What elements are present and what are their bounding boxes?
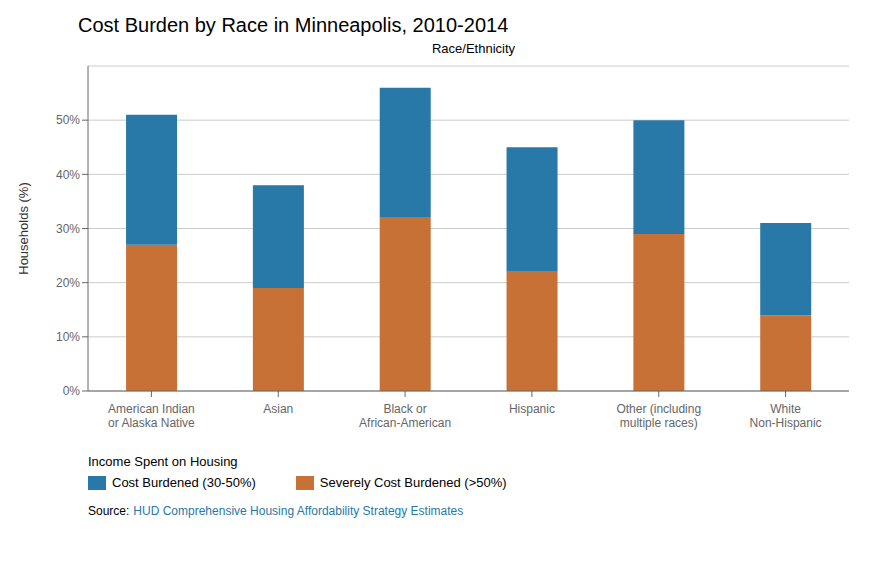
html-text:Severely Cost Burdened (>50%): Severely Cost Burdened (>50%): [319, 475, 507, 490]
svg-text:Hispanic: Hispanic: [509, 402, 555, 416]
html-text:Cost Burdened (30-50%): Cost Burdened (30-50%): [112, 475, 256, 490]
html-text:Source: HUD Comprehensive Hous: Source: HUD Comprehensive Housing Afford…: [88, 504, 464, 518]
svg-text:30%: 30%: [56, 222, 80, 236]
html-text:Cost Burden by Race in Minneap: Cost Burden by Race in Minneapolis, 2010…: [78, 14, 509, 36]
svg-text:0%: 0%: [63, 384, 81, 398]
svg-text:WhiteNon-Hispanic: WhiteNon-Hispanic: [750, 402, 822, 430]
svg-text:Asian: Asian: [263, 402, 293, 416]
html-text:Race/Ethnicity: Race/Ethnicity: [432, 41, 515, 56]
svg-text:Households (%): Households (%): [16, 182, 31, 275]
svg-text:American Indianor Alaska Nativ: American Indianor Alaska Native: [108, 402, 195, 430]
svg-text:Black orAfrican-American: Black orAfrican-American: [359, 402, 451, 430]
html-text:Income Spent on Housing: Income Spent on Housing: [88, 454, 238, 469]
svg-text:Other (includingmultiple races: Other (includingmultiple races): [616, 402, 701, 430]
svg-text:50%: 50%: [56, 113, 80, 127]
svg-text:20%: 20%: [56, 276, 80, 290]
svg-text:10%: 10%: [56, 330, 80, 344]
svg-text:40%: 40%: [56, 168, 80, 182]
